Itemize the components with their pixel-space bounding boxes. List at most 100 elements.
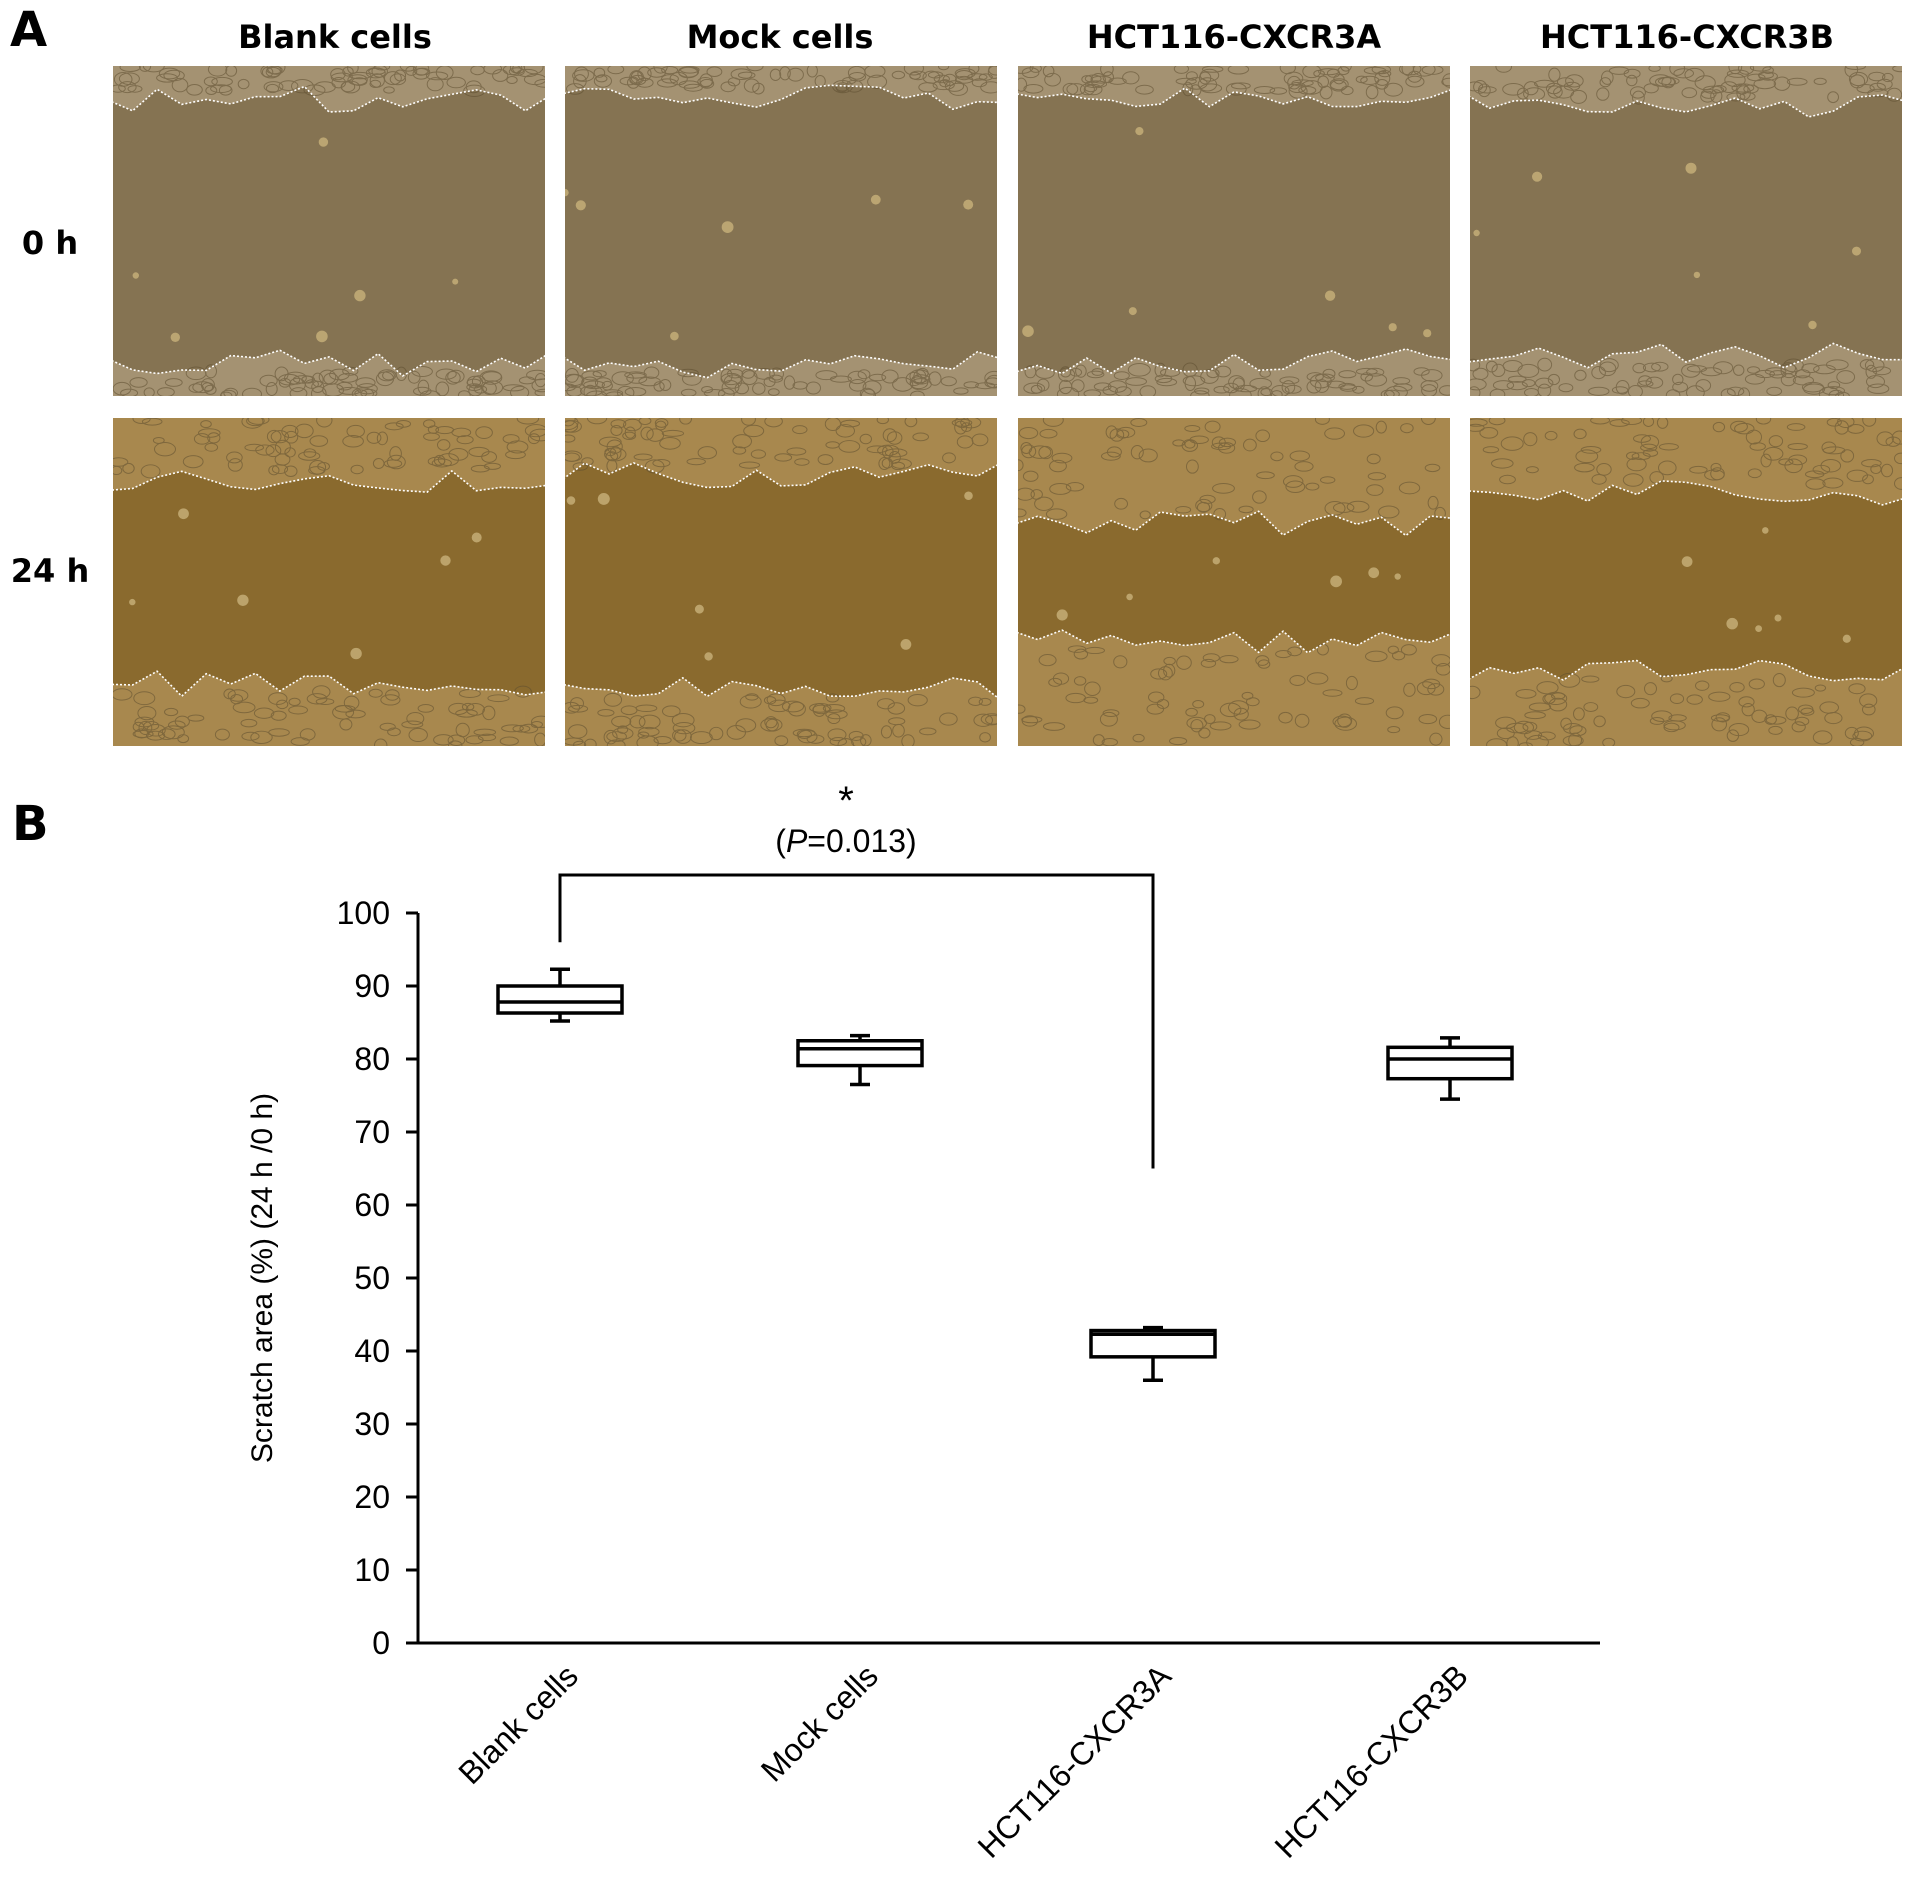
cell (1700, 90, 1715, 103)
cell (623, 418, 642, 432)
cell (1421, 66, 1444, 75)
cell (1173, 66, 1189, 74)
cell (455, 722, 470, 738)
cell (182, 455, 204, 469)
x-tick-labels: Blank cells Mock cells HCT116-CXCR3A HCT116… (451, 1657, 1475, 1865)
cell (154, 442, 176, 457)
cell (882, 428, 897, 443)
cell (1758, 71, 1778, 81)
cell (1229, 388, 1252, 396)
cell (408, 727, 428, 743)
cell (1738, 696, 1755, 708)
cell (601, 380, 613, 391)
cell (891, 70, 906, 80)
cell (351, 387, 374, 396)
cell (1289, 450, 1310, 462)
cell-texture (1018, 418, 1450, 746)
cell (1608, 66, 1630, 75)
cell (534, 732, 545, 746)
cell (727, 368, 744, 379)
wound-gap (113, 470, 545, 697)
cell (565, 418, 579, 431)
cell (1544, 691, 1568, 706)
cell (916, 367, 929, 379)
cell (1894, 477, 1902, 490)
cell (1228, 700, 1249, 715)
cell (721, 380, 740, 395)
cell (1637, 380, 1654, 388)
cell (465, 80, 482, 94)
cell (468, 384, 483, 396)
cell (1470, 358, 1481, 372)
cell (220, 389, 237, 396)
cell (636, 77, 654, 88)
cell (1765, 715, 1787, 725)
wound-edge-top (1470, 94, 1902, 118)
wound-edge-top (565, 84, 997, 111)
cell (765, 718, 779, 732)
cell (703, 389, 726, 396)
cell (463, 84, 486, 97)
cell (1387, 726, 1401, 734)
cell (1346, 500, 1370, 513)
floating-cell (1056, 609, 1068, 621)
cell (1764, 714, 1777, 725)
cell (1844, 726, 1859, 740)
cell (583, 380, 605, 390)
cell (1684, 67, 1705, 82)
cell (502, 434, 520, 444)
cell (968, 696, 983, 706)
cell (113, 465, 123, 476)
cell (263, 81, 284, 93)
cell (1601, 70, 1614, 85)
cell (514, 685, 532, 698)
cell (1383, 389, 1400, 396)
cell (1849, 737, 1865, 746)
cell (730, 68, 753, 80)
cell (1794, 716, 1810, 726)
floating-cell (170, 332, 180, 342)
cell (1081, 75, 1093, 84)
cell-texture (1018, 66, 1450, 396)
cell (1526, 734, 1549, 746)
y-axis-label: Scratch area (%) (24 h /0 h) (246, 1093, 279, 1463)
cell (158, 67, 181, 80)
floating-cell (1126, 593, 1133, 601)
cell (466, 383, 483, 392)
cell (323, 372, 339, 385)
cell (794, 458, 810, 466)
cell (1591, 366, 1606, 380)
floating-cell (452, 278, 459, 285)
cell (278, 80, 299, 92)
cell (1429, 732, 1443, 746)
y-tick-label: 10 (354, 1552, 390, 1588)
cell (527, 433, 541, 445)
y-tick-label: 60 (354, 1187, 390, 1223)
cell (1590, 418, 1611, 425)
cell (336, 381, 353, 391)
y-tick-label: 20 (354, 1479, 390, 1515)
cell (835, 82, 850, 92)
cell (1065, 482, 1085, 492)
cell (1661, 76, 1675, 89)
cell (1768, 435, 1784, 448)
cell (1764, 367, 1787, 376)
cell (1186, 716, 1207, 730)
cell (960, 418, 982, 429)
cell (1859, 693, 1878, 708)
cell (1113, 655, 1128, 669)
cell (657, 78, 678, 88)
cell (1513, 720, 1535, 735)
cell (431, 458, 452, 468)
cell (1416, 681, 1436, 696)
cell (253, 707, 275, 719)
cell (939, 79, 951, 88)
cell (232, 701, 256, 714)
micrograph-blank-24h (113, 418, 545, 746)
cell (1202, 653, 1220, 663)
cell (1638, 375, 1652, 386)
cell (769, 367, 785, 381)
cell (1845, 66, 1866, 70)
floating-cell (870, 194, 881, 205)
cell (1880, 463, 1894, 478)
